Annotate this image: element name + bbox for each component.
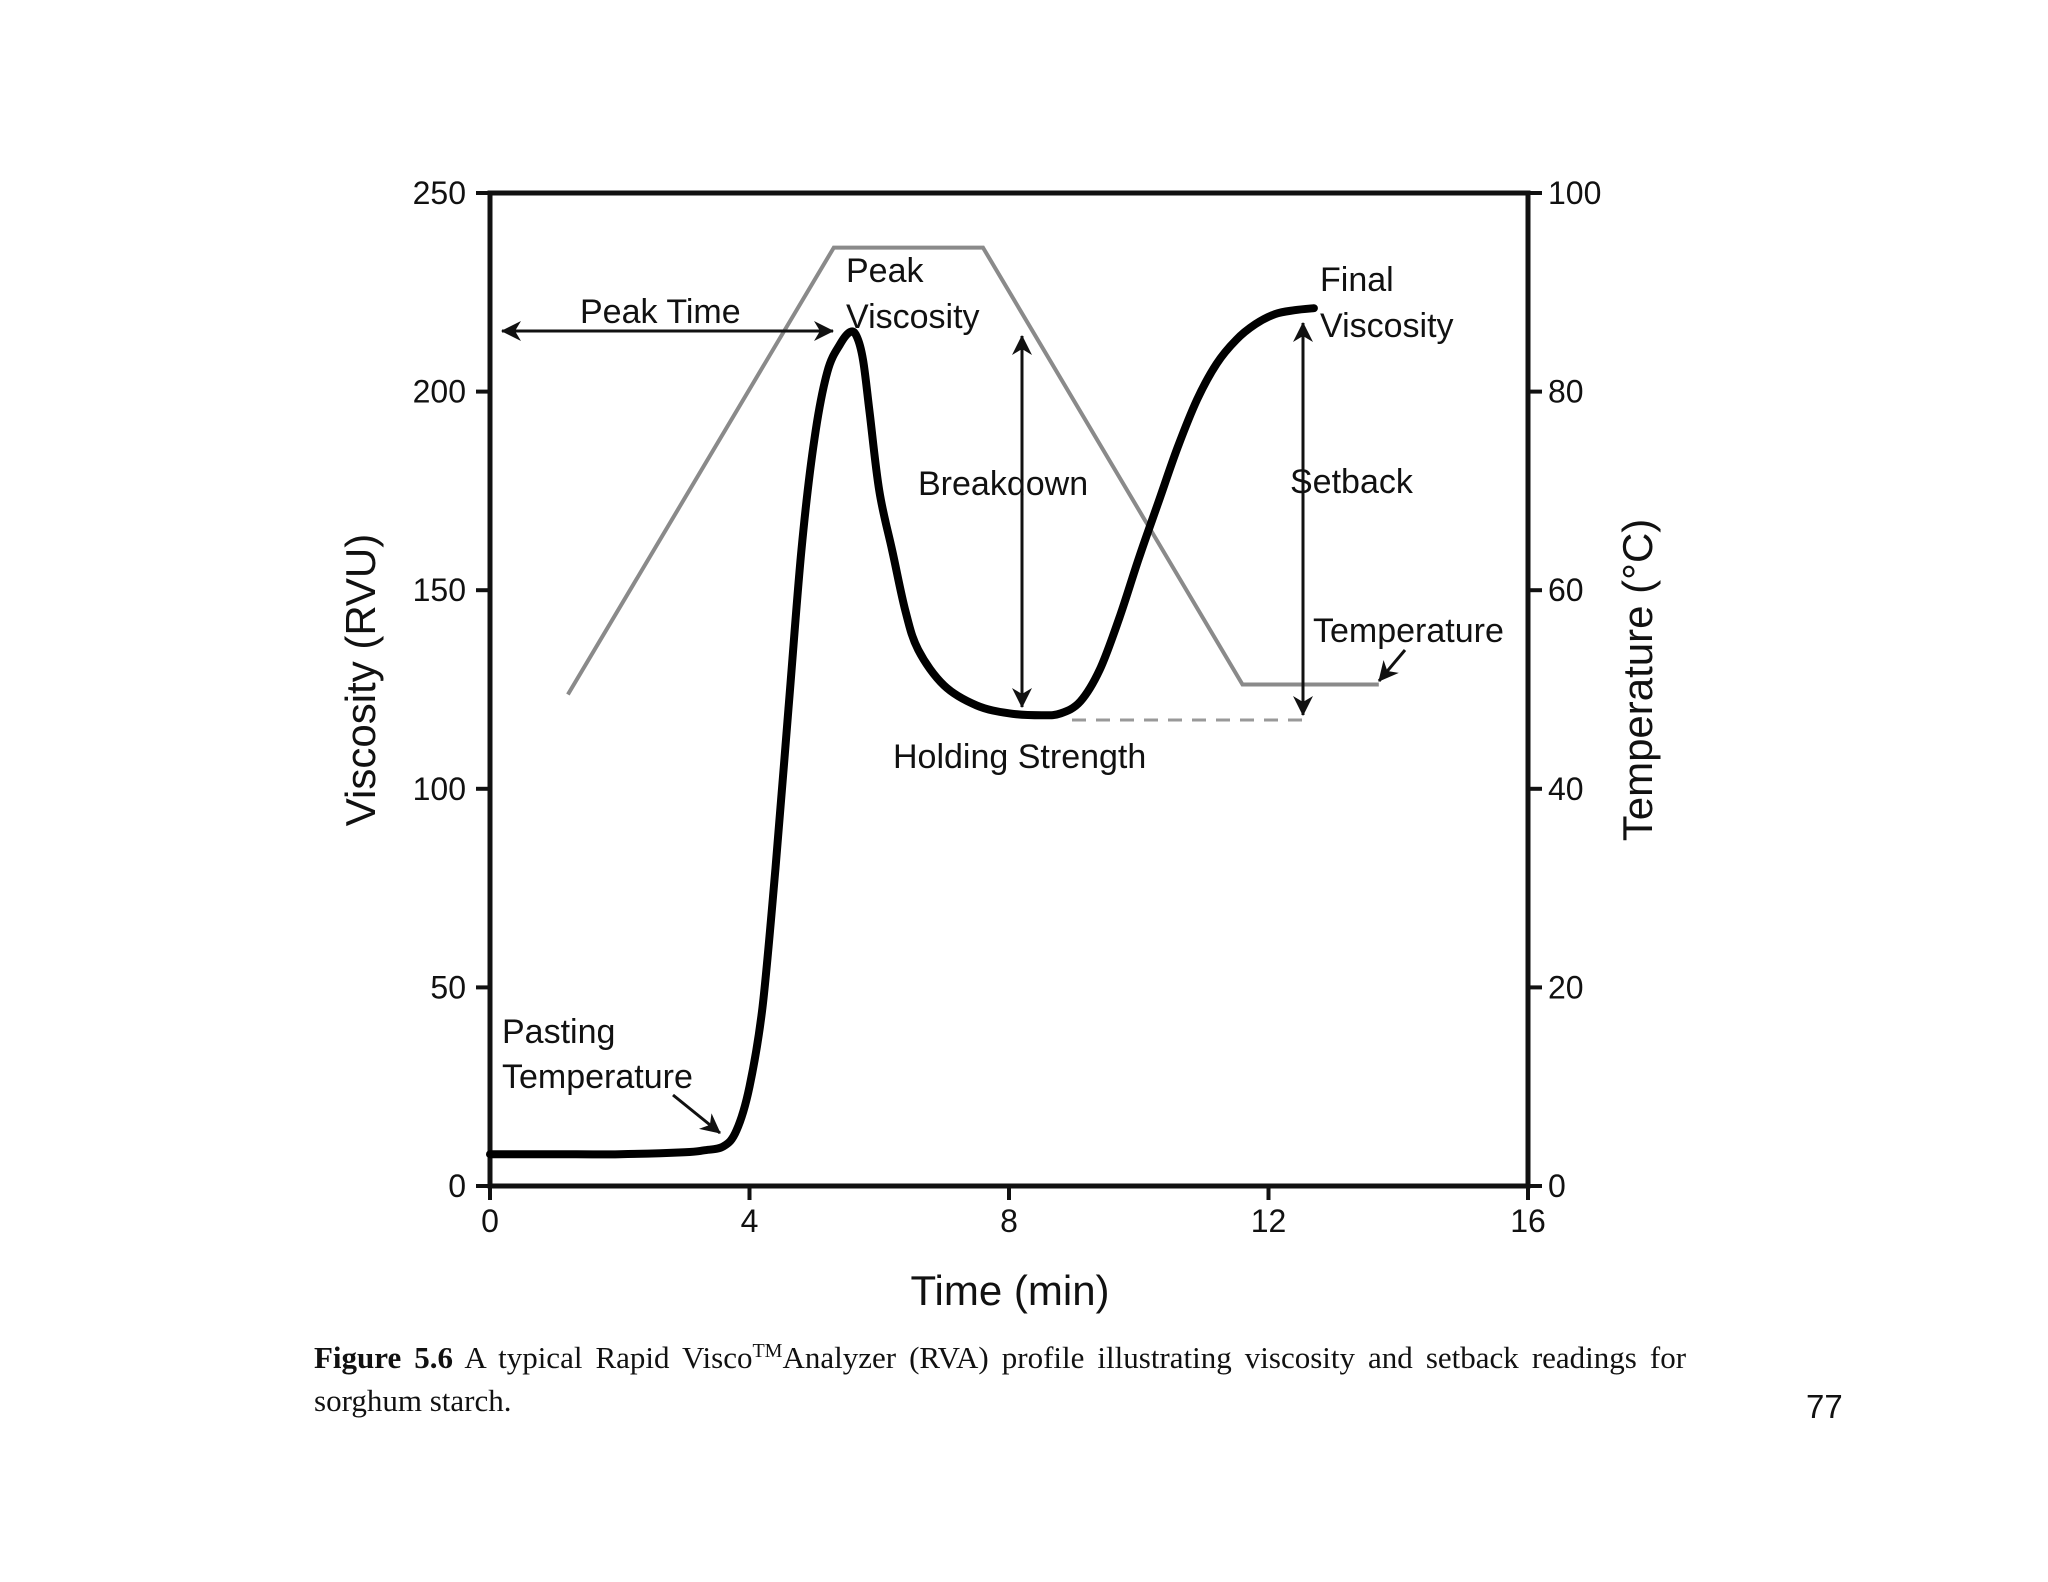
y-tick-label: 50 [430, 969, 466, 1005]
temperature-pointer [1377, 649, 1407, 682]
caption-text-part2: Analyzer (RVA) profile illustrating visc… [314, 1340, 1687, 1418]
temperature-label: Temperature [1313, 612, 1504, 650]
x-tick-label: 4 [741, 1203, 759, 1239]
y-axis-label: Viscosity (RVU) [337, 534, 384, 827]
holding-strength-label: Holding Strength [893, 738, 1146, 776]
final-viscosity-label: Final Viscosity [1320, 261, 1454, 345]
y2-tick-label: 40 [1548, 771, 1584, 807]
caption-text-part1: A typical Rapid Visco [464, 1340, 753, 1375]
x-axis-label: Time (min) [910, 1267, 1109, 1314]
y-tick-label: 0 [448, 1168, 466, 1204]
x-tick-label: 16 [1510, 1203, 1546, 1239]
y2-tick-label: 100 [1548, 175, 1601, 211]
peak-time-label: Peak Time [580, 293, 741, 331]
y2-tick-label: 80 [1548, 374, 1584, 410]
pasting-temperature-pointer [672, 1093, 721, 1135]
y-tick-label: 100 [413, 771, 466, 807]
figure-label: Figure 5.6 [314, 1340, 454, 1375]
pasting-temperature-label: Pasting Temperature [502, 1013, 693, 1096]
y2-tick-label: 0 [1548, 1168, 1566, 1204]
breakdown-label: Breakdown [918, 465, 1088, 503]
figure-caption: Figure 5.6 A typical Rapid ViscoTMAnalyz… [314, 1336, 1686, 1422]
temperature-series-line [566, 245, 1379, 696]
y2-tick-label: 20 [1548, 969, 1584, 1005]
viscosity-series-line [486, 304, 1318, 1159]
trademark-mark: TM [752, 1340, 783, 1362]
y-tick-label: 200 [413, 374, 466, 410]
y-tick-label: 250 [413, 175, 466, 211]
x-tick-label: 12 [1251, 1203, 1287, 1239]
setback-label: Setback [1290, 463, 1414, 501]
peak-viscosity-label: Peak Viscosity [846, 252, 980, 336]
y2-axis-ticks: 0 20 40 60 80 100 [1528, 175, 1601, 1204]
y-axis-ticks: 0 50 100 150 200 250 [413, 175, 490, 1204]
x-tick-label: 8 [1000, 1203, 1018, 1239]
x-axis-ticks: 0 4 8 12 16 [481, 1186, 1546, 1239]
x-tick-label: 0 [481, 1203, 499, 1239]
page-number: 77 [1806, 1388, 1843, 1425]
y2-axis-label: Temperature (°C) [1614, 519, 1661, 842]
y2-tick-label: 60 [1548, 572, 1584, 608]
y-tick-label: 150 [413, 572, 466, 608]
